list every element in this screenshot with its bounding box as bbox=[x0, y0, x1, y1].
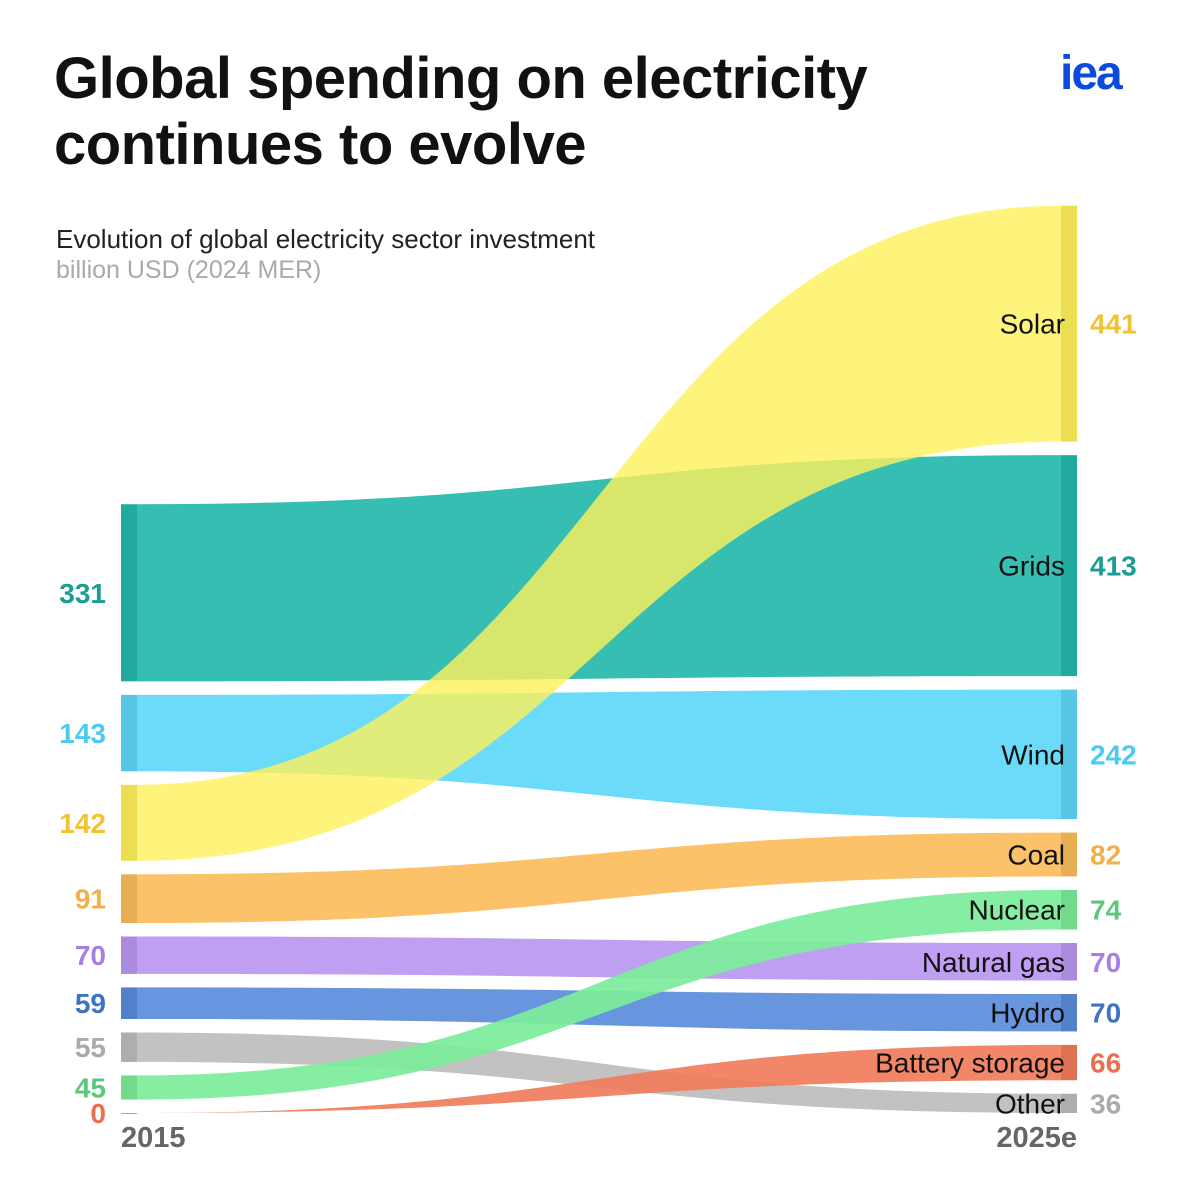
value-2025e-battery-storage: 66 bbox=[1090, 1048, 1121, 1079]
chart-title: Global spending on electricity continues … bbox=[54, 46, 868, 178]
series-label-other: Other bbox=[995, 1088, 1065, 1119]
value-2015-battery-storage: 0 bbox=[90, 1098, 106, 1129]
series-label-grids: Grids bbox=[998, 551, 1065, 582]
value-2015-nuclear: 45 bbox=[75, 1072, 106, 1103]
bar-2025e-shade-nuclear bbox=[1061, 889, 1077, 930]
bar-2015-solar bbox=[121, 784, 137, 861]
bar-2025e-hydro bbox=[1061, 993, 1077, 1032]
value-2025e-wind: 242 bbox=[1090, 739, 1137, 770]
value-2015-coal: 91 bbox=[75, 884, 106, 915]
unit-label: billion USD (2024 MER) bbox=[56, 256, 322, 284]
value-2015-other: 55 bbox=[75, 1032, 106, 1063]
bar-2015-shade-grids bbox=[121, 504, 137, 682]
value-2025e-coal: 82 bbox=[1090, 840, 1121, 871]
value-2015-grids: 331 bbox=[59, 578, 106, 609]
bar-2015-wind bbox=[121, 694, 137, 772]
bar-2015-natural-gas bbox=[121, 936, 137, 974]
band-nuclear bbox=[137, 889, 1061, 1100]
bar-2015-nuclear bbox=[121, 1075, 137, 1100]
value-2025e-hydro: 70 bbox=[1090, 998, 1121, 1029]
bar-2025e-shade-coal bbox=[1061, 832, 1077, 877]
bar-2025e-shade-grids bbox=[1061, 455, 1077, 677]
bar-2025e-shade-natural-gas bbox=[1061, 943, 1077, 981]
value-2025e-other: 36 bbox=[1090, 1088, 1121, 1119]
bar-2025e-other bbox=[1061, 1093, 1077, 1113]
bar-2015-shade-battery-storage bbox=[121, 1113, 137, 1114]
value-2015-natural-gas: 70 bbox=[75, 940, 106, 971]
bar-2015-shade-hydro bbox=[121, 987, 137, 1019]
x-label-2025e: 2025e bbox=[996, 1122, 1077, 1154]
value-2025e-nuclear: 74 bbox=[1090, 895, 1122, 926]
iea-logo: iea bbox=[1060, 47, 1123, 100]
bar-2015-grids bbox=[121, 504, 137, 682]
bar-2025e-shade-wind bbox=[1061, 689, 1077, 820]
bar-2015-shade-coal bbox=[121, 874, 137, 923]
series-label-natural-gas: Natural gas bbox=[922, 947, 1065, 978]
bar-2025e-coal bbox=[1061, 832, 1077, 877]
title-line-1: Global spending on electricity bbox=[54, 46, 868, 111]
bar-2025e-shade-other bbox=[1061, 1093, 1077, 1113]
bar-2025e-solar bbox=[1061, 205, 1077, 442]
series-label-solar: Solar bbox=[1000, 309, 1065, 340]
bar-2015-shade-natural-gas bbox=[121, 936, 137, 974]
bar-2015-other bbox=[121, 1032, 137, 1062]
bar-2015-shade-other bbox=[121, 1032, 137, 1062]
x-label-2015: 2015 bbox=[121, 1122, 186, 1154]
band-coal bbox=[137, 832, 1061, 923]
band-other bbox=[137, 1032, 1061, 1113]
value-2015-wind: 143 bbox=[59, 718, 106, 749]
bar-2015-battery-storage bbox=[121, 1113, 137, 1114]
bar-2025e-shade-hydro bbox=[1061, 993, 1077, 1032]
band-battery-storage bbox=[137, 1044, 1061, 1113]
series-label-hydro: Hydro bbox=[990, 998, 1065, 1029]
bar-2015-shade-wind bbox=[121, 694, 137, 772]
bar-2025e-shade-battery-storage bbox=[1061, 1044, 1077, 1081]
series-label-wind: Wind bbox=[1001, 739, 1065, 770]
value-2025e-solar: 441 bbox=[1090, 309, 1137, 340]
value-2015-hydro: 59 bbox=[75, 988, 106, 1019]
bar-2025e-wind bbox=[1061, 689, 1077, 820]
bar-2025e-grids bbox=[1061, 455, 1077, 677]
bar-2015-shade-nuclear bbox=[121, 1075, 137, 1100]
bar-2025e-natural-gas bbox=[1061, 943, 1077, 981]
bar-2015-shade-solar bbox=[121, 784, 137, 861]
bar-2025e-shade-solar bbox=[1061, 205, 1077, 442]
bar-2015-coal bbox=[121, 874, 137, 923]
title-line-2: continues to evolve bbox=[54, 112, 586, 177]
series-label-coal: Coal bbox=[1007, 840, 1065, 871]
value-2025e-grids: 413 bbox=[1090, 551, 1137, 582]
value-2015-solar: 142 bbox=[59, 808, 106, 839]
bar-2025e-nuclear bbox=[1061, 889, 1077, 930]
band-wind bbox=[137, 689, 1061, 820]
bar-2015-hydro bbox=[121, 987, 137, 1019]
series-label-battery-storage: Battery storage bbox=[875, 1048, 1065, 1079]
bar-2025e-battery-storage bbox=[1061, 1044, 1077, 1081]
band-solar bbox=[137, 205, 1061, 861]
chart-subtitle: Evolution of global electricity sector i… bbox=[56, 224, 596, 254]
series-label-nuclear: Nuclear bbox=[969, 895, 1065, 926]
value-2025e-natural-gas: 70 bbox=[1090, 947, 1121, 978]
